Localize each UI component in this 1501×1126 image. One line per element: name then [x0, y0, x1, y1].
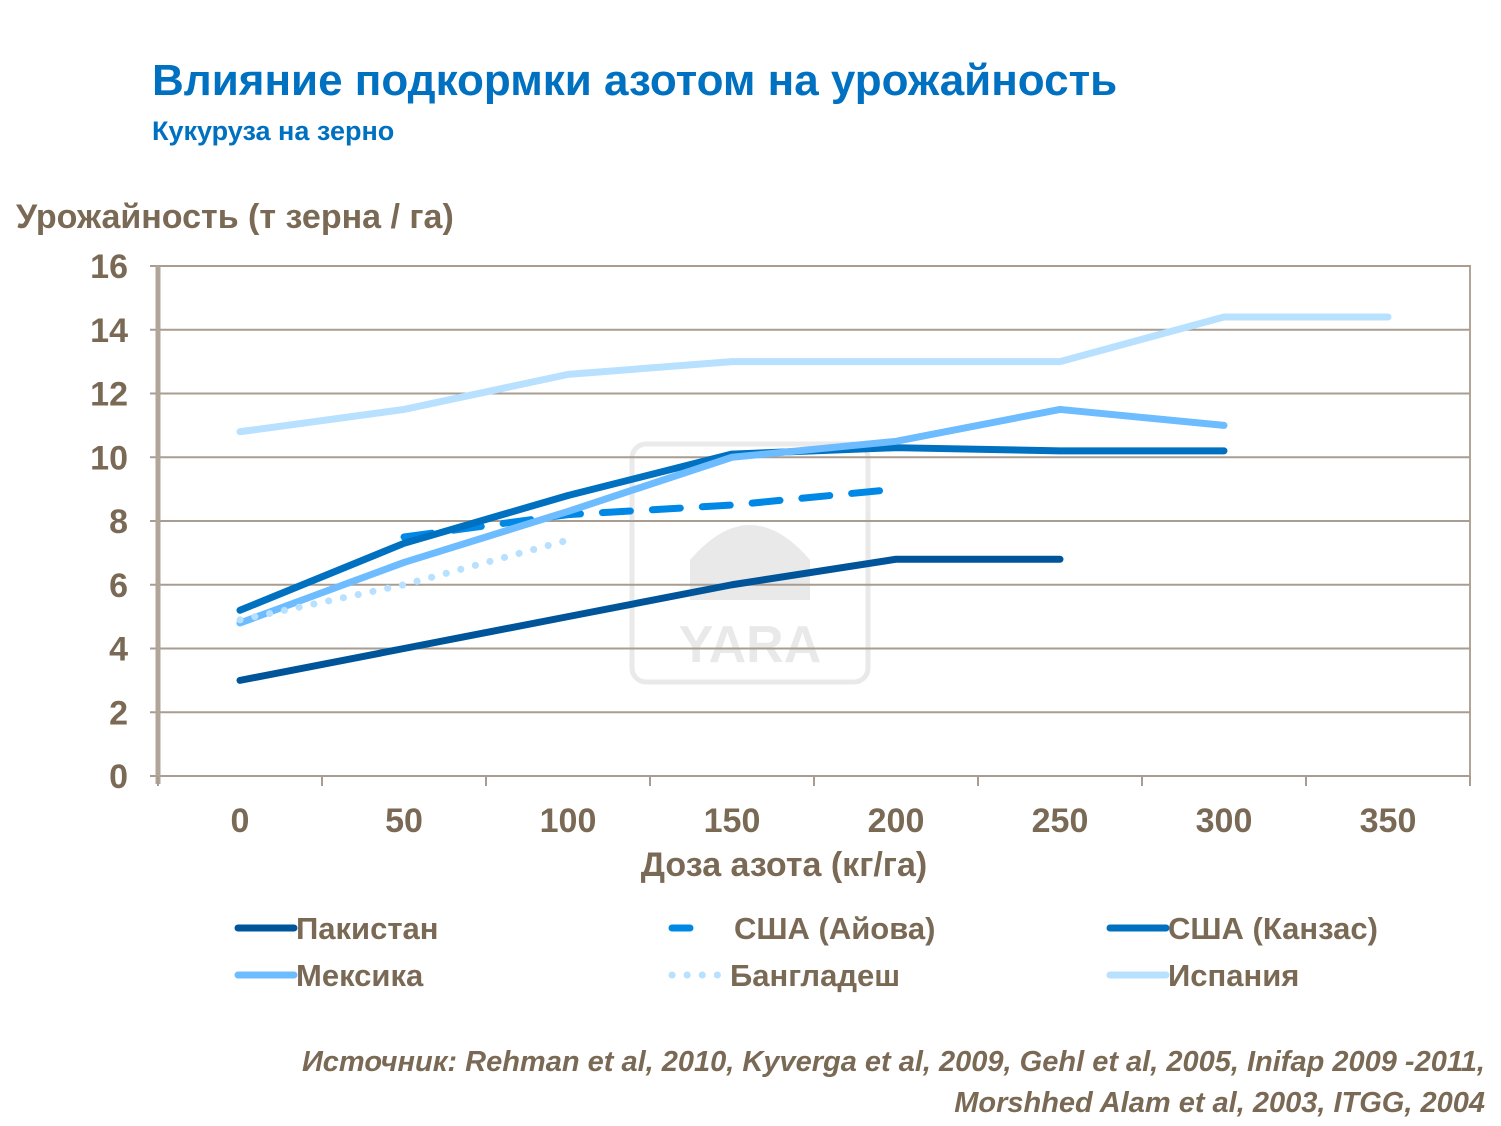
- source-line-2: Morshhed Alam et al, 2003, ITGG, 2004: [954, 1087, 1485, 1119]
- x-tick-label: 250: [1032, 802, 1089, 840]
- series-line-1: [400, 485, 900, 541]
- x-tick-label: 50: [385, 802, 423, 840]
- chart-subtitle: Кукуруза на зерно: [152, 116, 395, 146]
- x-tick-label: 0: [231, 802, 250, 840]
- series-line-0: [236, 555, 1064, 684]
- x-tick-label: 300: [1196, 802, 1253, 840]
- x-tick-label: 200: [868, 802, 925, 840]
- source-line-1: Источник: Rehman et al, 2010, Kyverga et…: [301, 1046, 1485, 1078]
- x-tick-label: 100: [540, 802, 597, 840]
- y-tick-label: 6: [109, 567, 128, 605]
- legend-label: Бангладеш: [730, 958, 900, 993]
- series-line-5: [236, 313, 1392, 436]
- y-tick-label: 12: [90, 376, 128, 414]
- y-tick-label: 10: [90, 439, 128, 477]
- y-tick-label: 14: [90, 312, 128, 350]
- y-tick-label: 2: [109, 694, 128, 732]
- y-axis-label: Урожайность (т зерна / га): [16, 198, 454, 236]
- legend-label: США (Айова): [734, 911, 935, 946]
- y-tick-label: 0: [109, 758, 128, 796]
- chart-title: Влияние подкормки азотом на урожайность: [152, 56, 1118, 105]
- x-tick-label: 150: [704, 802, 761, 840]
- yara-watermark-logo: YARA: [629, 441, 871, 685]
- legend-label: США (Канзас): [1168, 911, 1378, 946]
- y-tick-label: 16: [90, 248, 128, 286]
- series-line-4: [236, 536, 572, 624]
- legend-label: Пакистан: [296, 911, 438, 946]
- source-note: Источник: Rehman et al, 2010, Kyverga et…: [85, 1042, 1485, 1124]
- x-tick-label: 350: [1360, 802, 1417, 840]
- series-line-3: [236, 405, 1228, 627]
- legend-label: Испания: [1168, 958, 1299, 993]
- y-tick-label: 8: [109, 503, 128, 541]
- y-tick-label: 4: [109, 631, 128, 669]
- watermark-text: YARA: [679, 616, 822, 674]
- legend-label: Мексика: [296, 958, 424, 993]
- x-axis-label: Доза азота (кг/га): [641, 846, 927, 884]
